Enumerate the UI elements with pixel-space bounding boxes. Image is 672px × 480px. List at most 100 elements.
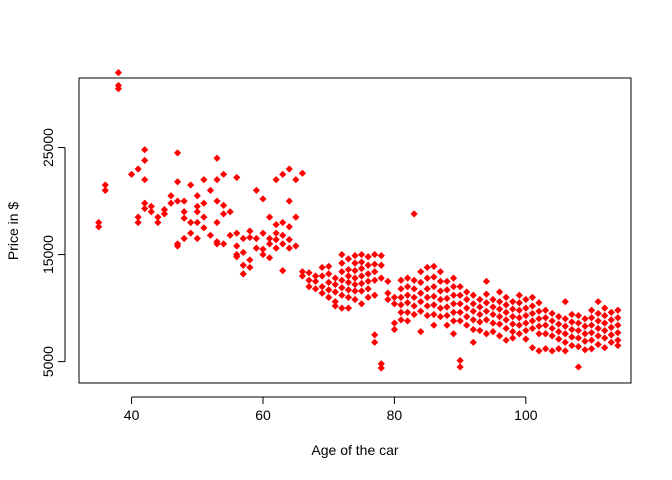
data-point: [357, 272, 366, 280]
data-point: [285, 165, 293, 173]
data-point: [568, 341, 576, 350]
data-point: [364, 253, 372, 261]
data-point: [213, 176, 221, 184]
data-point: [423, 293, 431, 301]
data-point: [167, 192, 175, 200]
data-point: [574, 363, 583, 371]
data-point: [167, 199, 175, 207]
data-point: [541, 321, 550, 329]
data-point: [213, 218, 221, 227]
data-point: [213, 240, 221, 248]
data-point: [430, 292, 438, 300]
data-point: [285, 197, 293, 205]
data-point: [331, 298, 339, 306]
data-point: [502, 336, 510, 344]
data-point: [351, 259, 359, 267]
data-point: [561, 315, 569, 323]
data-point: [292, 176, 300, 184]
data-point: [581, 346, 589, 354]
data-point: [134, 165, 142, 173]
data-point: [397, 308, 405, 316]
data-point: [568, 318, 576, 326]
data-point: [502, 308, 510, 316]
data-point: [403, 274, 412, 282]
data-point: [338, 276, 346, 284]
data-point: [173, 242, 182, 250]
data-point: [187, 181, 195, 189]
data-point: [463, 313, 471, 321]
data-point: [587, 329, 596, 337]
data-point: [351, 280, 359, 289]
data-point: [219, 170, 228, 178]
data-point: [528, 324, 537, 333]
data-point: [180, 197, 188, 205]
data-point: [357, 287, 366, 295]
data-point: [364, 270, 372, 278]
data-point: [180, 214, 188, 222]
data-point: [397, 301, 405, 309]
data-point: [541, 345, 550, 353]
data-point: [285, 235, 293, 244]
data-point: [147, 202, 155, 211]
data-point: [173, 149, 182, 157]
data-point: [193, 208, 201, 216]
data-point: [410, 210, 418, 218]
data-point: [581, 337, 589, 345]
data-point: [193, 202, 201, 211]
data-point: [581, 315, 589, 323]
data-point: [272, 235, 280, 244]
plot-area: [78, 77, 632, 384]
data-point: [430, 321, 438, 329]
data-point: [279, 240, 287, 248]
data-point: [147, 208, 155, 216]
data-point: [285, 244, 293, 252]
data-point: [482, 307, 491, 315]
x-axis-title: Age of the car: [311, 442, 399, 458]
data-point: [574, 311, 583, 320]
data-point: [601, 311, 609, 320]
data-point: [489, 310, 497, 319]
data-point: [259, 250, 267, 259]
data-point: [259, 229, 267, 237]
data-point: [522, 295, 530, 304]
data-point: [528, 344, 537, 352]
data-point: [272, 176, 280, 184]
data-point: [384, 289, 392, 297]
data-point: [587, 314, 596, 322]
data-point: [318, 289, 326, 297]
data-point: [298, 268, 307, 276]
data-point: [213, 154, 221, 162]
data-point: [114, 85, 123, 93]
data-point: [357, 258, 366, 266]
data-point: [338, 291, 346, 299]
data-point: [594, 298, 602, 306]
data-point: [390, 293, 399, 301]
data-point: [305, 276, 313, 284]
data-point: [601, 319, 609, 327]
data-point: [265, 213, 274, 221]
data-point: [528, 317, 537, 325]
data-point: [351, 274, 359, 282]
data-point: [574, 319, 583, 327]
data-point: [469, 291, 477, 299]
data-point: [344, 265, 353, 274]
data-point: [233, 173, 241, 182]
data-point: [101, 186, 109, 194]
data-point: [476, 326, 484, 335]
data-point: [377, 252, 385, 260]
data-point: [614, 306, 622, 314]
data-point: [548, 347, 556, 355]
data-point: [489, 303, 497, 311]
data-point: [555, 328, 563, 336]
data-point: [535, 347, 543, 355]
data-point: [410, 276, 418, 284]
data-point: [252, 244, 261, 252]
data-point: [259, 245, 267, 253]
y-tick-label: 15000: [40, 235, 56, 274]
data-point: [515, 299, 523, 307]
x-tick-label: 40: [124, 407, 140, 423]
x-tick-label: 60: [255, 407, 271, 423]
data-point: [522, 326, 530, 335]
data-point: [318, 283, 326, 291]
